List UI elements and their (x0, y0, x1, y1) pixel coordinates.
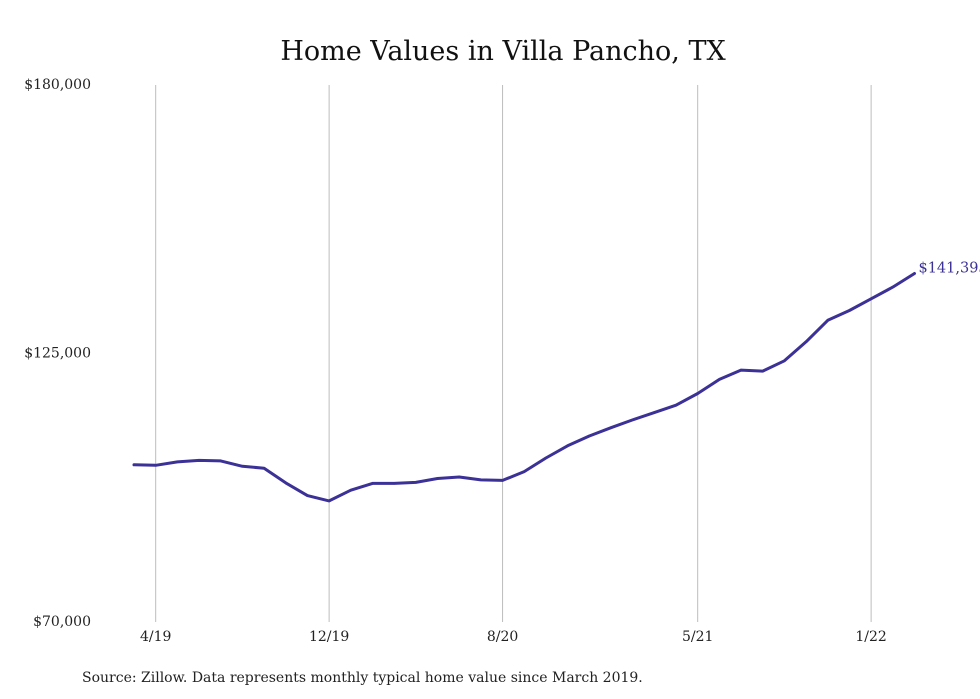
data-point (436, 477, 439, 480)
y-tick-label: $180,000 (24, 77, 91, 93)
data-point (891, 285, 894, 289)
data-point (284, 481, 287, 485)
data-point (674, 404, 678, 407)
data-point (566, 444, 569, 447)
data-point (848, 309, 851, 312)
source-note: Source: Zillow. Data represents monthly … (82, 670, 643, 686)
y-tick-label: $125,000 (24, 346, 91, 362)
data-point (479, 478, 483, 482)
chart-title: Home Values in Villa Pancho, TX (280, 36, 726, 67)
data-point (804, 340, 808, 343)
series-layer: $141,395 (132, 260, 980, 503)
data-point (306, 494, 309, 497)
data-point (761, 369, 764, 373)
data-point (501, 479, 504, 482)
x-tick-label: 12/19 (309, 629, 349, 645)
data-point (631, 418, 634, 422)
data-point (371, 482, 374, 485)
data-point (393, 482, 396, 485)
data-point (609, 426, 613, 429)
data-point (262, 467, 266, 470)
data-point (219, 459, 222, 463)
x-axis-ticks: 4/19 12/19 8/20 5/21 1/22 (140, 629, 887, 645)
grid-layer (155, 85, 872, 622)
series-line (132, 272, 916, 503)
data-point (154, 464, 157, 467)
y-axis-ticks: $180,000 $125,000 $70,000 (24, 77, 91, 630)
data-point (241, 465, 244, 468)
data-point (869, 297, 873, 300)
data-point (349, 489, 352, 492)
data-point (544, 456, 548, 460)
data-point (414, 481, 417, 484)
data-point (176, 460, 179, 464)
x-tick-label: 1/22 (855, 629, 886, 645)
x-tick-label: 4/19 (140, 629, 171, 645)
data-point (783, 359, 786, 362)
x-tick-label: 8/20 (487, 629, 518, 645)
data-point (327, 499, 331, 503)
data-point (913, 272, 916, 275)
data-point (197, 459, 201, 462)
data-point (718, 378, 721, 381)
data-point (458, 475, 461, 479)
data-point (132, 463, 136, 466)
end-value-label: $141,395 (918, 260, 980, 276)
data-point (653, 411, 656, 414)
data-point (588, 434, 591, 438)
data-point (523, 470, 526, 473)
data-point (739, 368, 743, 372)
y-tick-label: $70,000 (33, 614, 91, 630)
data-point (826, 319, 829, 322)
x-tick-label: 5/21 (682, 629, 713, 645)
data-point (696, 392, 699, 395)
